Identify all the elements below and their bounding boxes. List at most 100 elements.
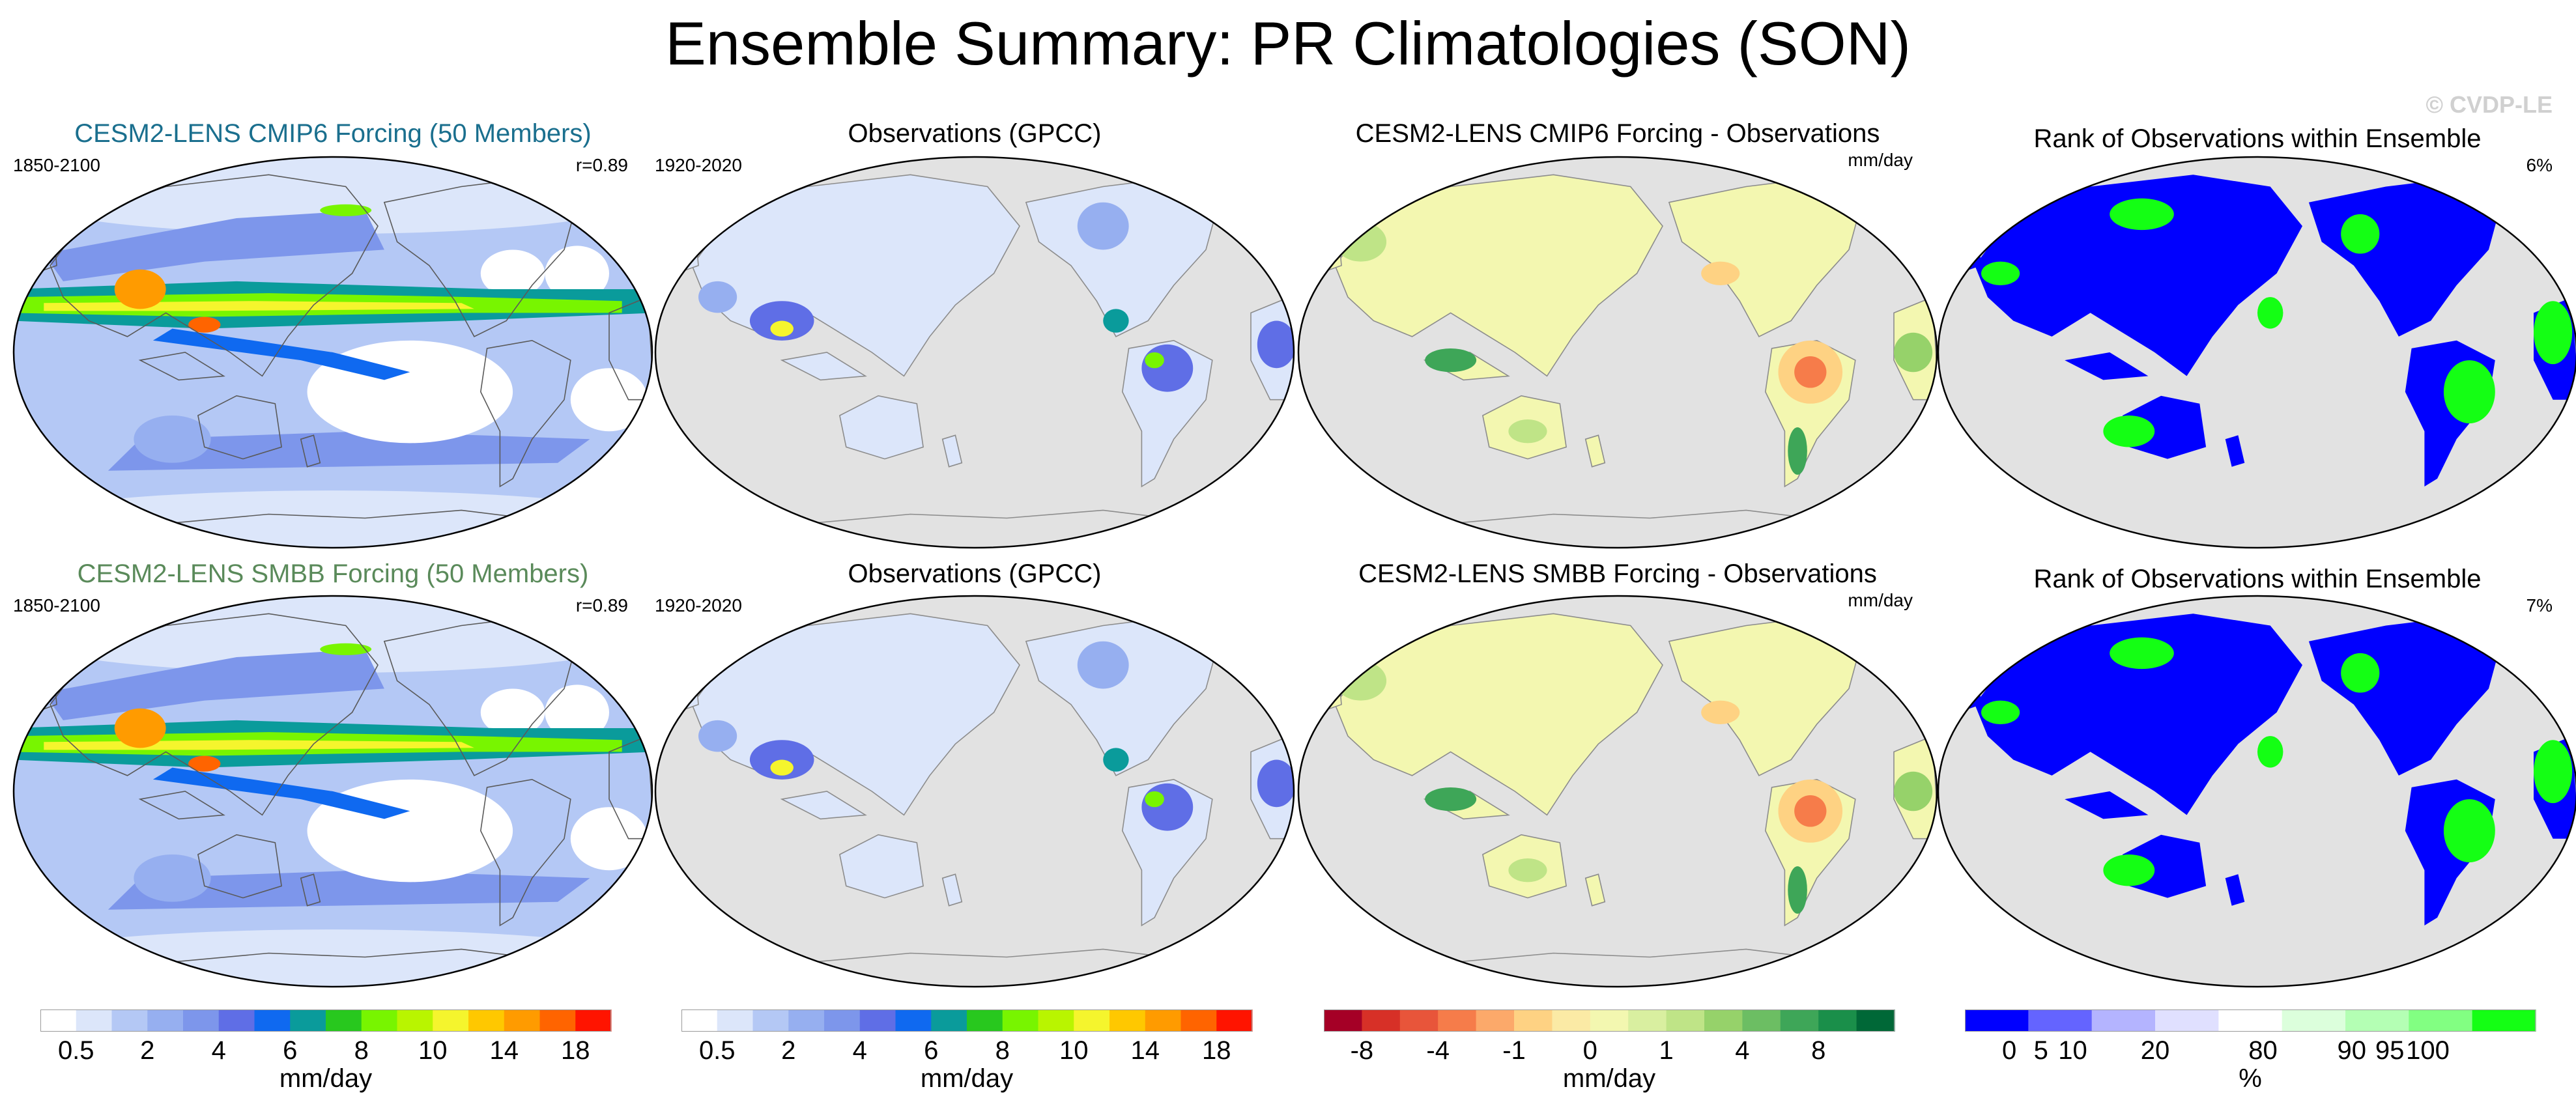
map-content	[1938, 157, 2576, 548]
colorbar-tick-label: 20	[2141, 1036, 2170, 1065]
amazon-max	[1145, 352, 1164, 369]
land-asia	[50, 174, 379, 377]
colorbar-svg: 0 5 10 20 80 90 95 100	[1965, 1009, 2536, 1065]
panel-date-range: 1920-2020	[655, 155, 742, 175]
colorbar-tick-label: 0	[1583, 1036, 1597, 1065]
land-antarctic	[782, 948, 1200, 966]
colorbar-swatch	[397, 1009, 433, 1032]
warm-pool-max	[114, 269, 166, 309]
australia-high-rank	[2103, 415, 2155, 447]
colorbar-swatch	[2218, 1009, 2283, 1032]
panel-units: mm/day	[1848, 150, 1913, 170]
colorbar-swatch	[1074, 1009, 1110, 1032]
colorbar-tick-label: 2	[140, 1036, 154, 1065]
spcz	[152, 328, 410, 380]
map-panel-clim_obs	[653, 594, 1296, 989]
nw-america	[1077, 202, 1129, 250]
colorbar-swatch	[504, 1009, 540, 1032]
colorbar-swatch	[539, 1009, 576, 1032]
colorbar-tick-label: -1	[1502, 1036, 1526, 1065]
land-asia	[1334, 174, 1663, 377]
colorbar-swatch	[1362, 1009, 1401, 1032]
colorbar-swatch	[1476, 1009, 1515, 1032]
south-asia	[698, 281, 737, 313]
colorbar-tick-label: 18	[1202, 1036, 1231, 1065]
land-nz	[300, 873, 321, 907]
south-asia	[698, 720, 737, 752]
colorbar-swatch	[1145, 1009, 1181, 1032]
land-greenland	[1186, 605, 1252, 658]
land-nz	[1584, 873, 1606, 907]
land-europe	[655, 632, 699, 722]
colorbar-frame	[40, 1009, 611, 1032]
spcz	[152, 767, 410, 819]
colorbar-swatch	[1109, 1009, 1146, 1032]
colorbar: 0.5 2 4 6 8 10 14 18 mm/day	[681, 1009, 1253, 1101]
colorbar-tick-label: 95	[2375, 1036, 2405, 1065]
colorbar-svg: 0.5 2 4 6 8 10 14 18	[40, 1009, 612, 1065]
colorbar-swatch	[1216, 1009, 1253, 1032]
storm-track-north	[44, 210, 384, 281]
land-asia	[1975, 614, 2302, 815]
panel-title: CESM2-LENS CMIP6 Forcing (50 Members)	[74, 119, 592, 148]
panel-correlation: r=0.89	[575, 155, 628, 175]
colorbar-swatch	[2345, 1009, 2409, 1032]
colorbar-tick-label: 18	[561, 1036, 590, 1065]
colorbar-svg: 0.5 2 4 6 8 10 14 18	[681, 1009, 1253, 1065]
colorbar-swatch	[2472, 1009, 2536, 1032]
kuroshio-max	[320, 643, 372, 655]
colorbar-swatch	[468, 1009, 505, 1032]
colorbar-swatch	[1704, 1009, 1743, 1032]
andes-wet-bias	[1788, 866, 1807, 914]
panel-rank-percent: 7%	[2526, 595, 2553, 615]
dry-zone-ne-atlantic	[545, 246, 609, 302]
map-outline	[1297, 595, 1938, 988]
colorbar-swatch	[218, 1009, 255, 1032]
panel-units: mm/day	[1848, 590, 1913, 610]
land-indonesia	[138, 352, 225, 381]
land-antarctic	[782, 509, 1200, 527]
panel-title: CESM2-LENS SMBB Forcing - Observations	[1358, 559, 1877, 588]
colorbar-swatch	[681, 1009, 718, 1032]
colorbar-swatch	[895, 1009, 932, 1032]
colorbar-tick-label: 4	[853, 1036, 867, 1065]
colorbar-tick-label: 0.5	[58, 1036, 94, 1065]
land-australia	[197, 395, 282, 460]
map-svg	[654, 156, 1295, 549]
panel-date-range: 1920-2020	[655, 595, 742, 615]
map-svg	[1297, 156, 1938, 549]
colorbar-tick-label: 0	[2002, 1036, 2016, 1065]
colorbar-tick-label: 8	[354, 1036, 369, 1065]
colorbar-swatch	[326, 1009, 362, 1032]
map-outline	[654, 595, 1295, 988]
panel-date-range: 1850-2100	[13, 595, 100, 615]
panel-date-range: 1850-2100	[13, 155, 100, 175]
colorbar-swatch	[361, 1009, 397, 1032]
storm-track-north	[44, 649, 384, 720]
watermark: © CVDP-LE	[2426, 91, 2553, 118]
land-nz	[300, 434, 321, 468]
colorbar-swatch	[433, 1009, 469, 1032]
map-svg	[12, 156, 653, 549]
map-panel-clim_model	[12, 155, 654, 550]
sasia-high-rank	[1981, 700, 2020, 724]
colorbar-tick-label: -4	[1426, 1036, 1450, 1065]
colorbar-tick-label: 10	[1059, 1036, 1089, 1065]
maritime-wet	[749, 740, 814, 780]
colorbar-tick-label: 14	[1131, 1036, 1160, 1065]
map-svg	[1297, 595, 1938, 988]
colorbar-swatch	[1324, 1009, 1362, 1032]
colorbar-units: mm/day	[1562, 1064, 1656, 1093]
colorbar: 0 5 10 20 80 90 95 100%	[1965, 1009, 2536, 1101]
samerica-high-rank	[2443, 799, 2495, 863]
colorbar-tick-label: 100	[2406, 1036, 2450, 1065]
panel-title: Observations (GPCC)	[848, 559, 1102, 588]
colorbar-units: %	[2239, 1064, 2262, 1093]
south-indian	[134, 854, 211, 902]
africa-wet-bias	[1893, 332, 1933, 373]
colorbar: 0.5 2 4 6 8 10 14 18 mm/day	[40, 1009, 612, 1101]
land-antarctic	[1425, 948, 1843, 966]
colorbar-swatch	[2155, 1009, 2219, 1032]
colorbar-swatch	[1514, 1009, 1553, 1032]
colorbar-svg: -8 -4 -1 0 1 4 8	[1324, 1009, 1895, 1065]
